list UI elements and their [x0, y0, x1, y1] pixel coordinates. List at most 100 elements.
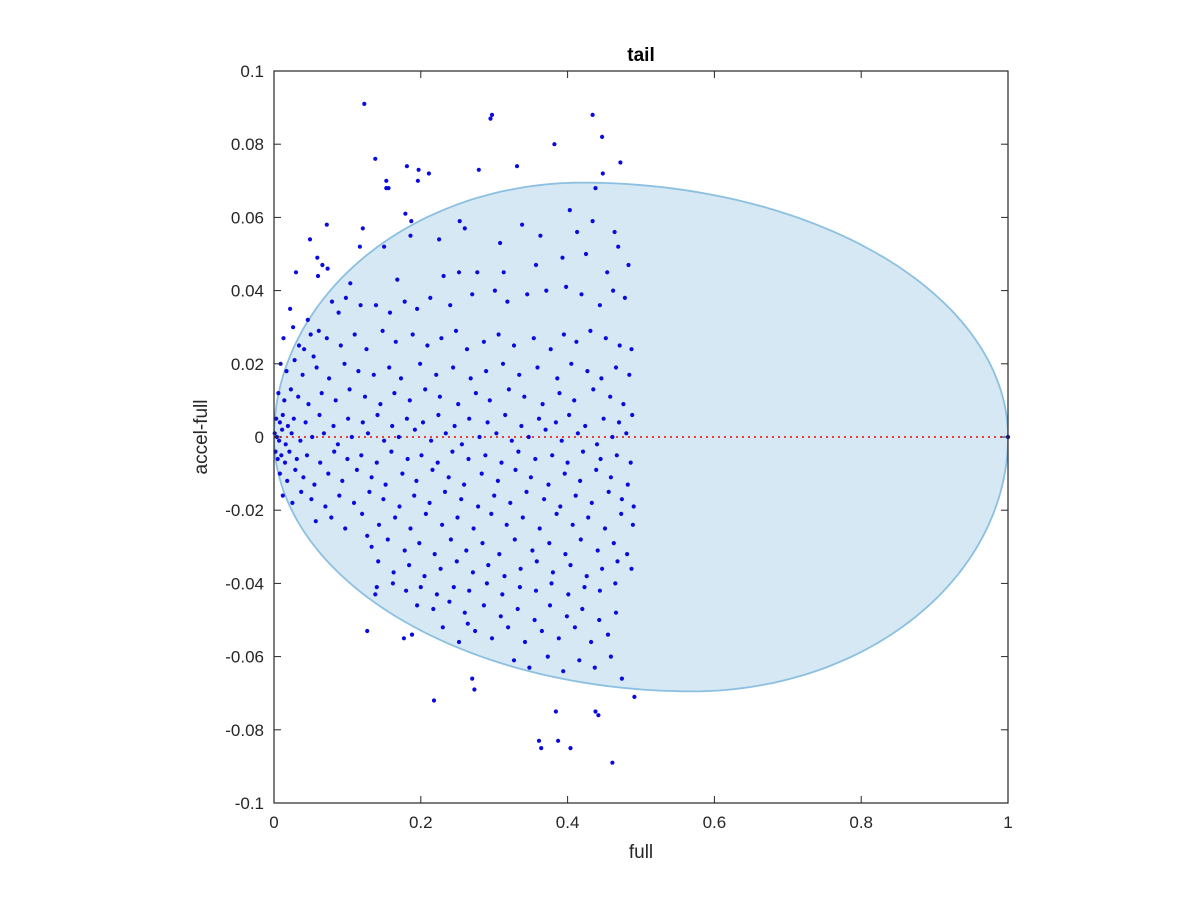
- data-point: [281, 336, 286, 341]
- data-point: [408, 233, 413, 238]
- data-point: [616, 244, 621, 249]
- data-point: [423, 387, 428, 392]
- data-point: [625, 482, 630, 487]
- data-point: [629, 347, 634, 352]
- data-point: [451, 585, 456, 590]
- data-point: [599, 376, 604, 381]
- data-point: [629, 566, 634, 571]
- data-point: [470, 570, 475, 575]
- data-point: [293, 467, 298, 472]
- data-point: [489, 112, 495, 117]
- y-tick-label: 0.04: [231, 282, 264, 301]
- data-point: [276, 391, 281, 396]
- data-point: [468, 376, 473, 381]
- data-point: [520, 222, 525, 227]
- data-point: [325, 266, 330, 271]
- data-point: [373, 156, 378, 161]
- data-point: [423, 511, 428, 516]
- data-point: [300, 372, 305, 377]
- data-point: [579, 292, 584, 297]
- data-point: [470, 292, 475, 297]
- x-tick-label: 0: [269, 813, 278, 832]
- data-point: [495, 478, 500, 483]
- data-point: [380, 328, 385, 333]
- data-point: [590, 219, 595, 224]
- data-point: [303, 420, 308, 425]
- data-point: [418, 361, 423, 366]
- data-point: [517, 585, 523, 590]
- data-point: [484, 369, 489, 374]
- y-tick-label: -0.1: [235, 794, 264, 813]
- data-point: [600, 134, 605, 139]
- data-point: [288, 306, 293, 311]
- data-point: [403, 211, 408, 216]
- data-point: [296, 343, 302, 348]
- data-point: [603, 336, 608, 341]
- data-point: [470, 676, 475, 681]
- data-point: [560, 255, 565, 260]
- data-point: [549, 581, 554, 586]
- data-point: [376, 559, 381, 564]
- data-point: [565, 460, 570, 465]
- data-point: [393, 515, 398, 520]
- data-point: [613, 581, 618, 586]
- data-point: [324, 336, 329, 341]
- data-point: [619, 497, 625, 502]
- data-point: [384, 186, 389, 191]
- data-point: [544, 288, 549, 293]
- y-tick-label: 0.06: [231, 208, 264, 227]
- data-point: [532, 617, 537, 623]
- y-axis-label: accel-full: [191, 400, 212, 475]
- data-point: [357, 244, 362, 249]
- data-point: [564, 284, 569, 289]
- data-point: [498, 240, 503, 246]
- data-point: [456, 402, 461, 407]
- data-point: [496, 332, 501, 337]
- data-point: [396, 434, 401, 440]
- data-point: [373, 303, 379, 308]
- data-point: [512, 537, 517, 542]
- data-point: [277, 420, 282, 425]
- data-point: [420, 420, 426, 425]
- data-point: [373, 592, 378, 597]
- data-point: [492, 288, 497, 293]
- data-point: [556, 738, 561, 743]
- data-point: [539, 628, 545, 634]
- data-point: [307, 237, 313, 242]
- data-point: [567, 208, 572, 213]
- data-point: [384, 178, 389, 183]
- data-point: [505, 299, 510, 304]
- data-point: [519, 423, 524, 429]
- data-point: [526, 434, 531, 440]
- data-point: [611, 288, 616, 293]
- data-point: [331, 423, 336, 429]
- data-point: [321, 431, 326, 436]
- y-tick-label: 0.02: [231, 355, 264, 374]
- data-point: [511, 343, 517, 348]
- data-point: [405, 456, 410, 462]
- data-point: [464, 548, 469, 553]
- data-point: [381, 497, 386, 502]
- data-point: [580, 606, 585, 612]
- data-point: [402, 548, 407, 553]
- data-point: [282, 398, 287, 403]
- data-point: [450, 449, 455, 454]
- data-point: [376, 522, 382, 527]
- data-point: [569, 361, 574, 366]
- data-point: [293, 270, 299, 275]
- data-point: [593, 186, 598, 191]
- data-point: [317, 412, 322, 418]
- data-point: [472, 687, 477, 692]
- data-point: [434, 372, 439, 377]
- data-point: [586, 515, 591, 520]
- data-point: [440, 522, 445, 527]
- data-point: [467, 588, 472, 593]
- data-point: [306, 402, 311, 407]
- data-point: [528, 475, 534, 480]
- data-point: [533, 262, 539, 268]
- data-point: [467, 416, 472, 421]
- data-point: [320, 262, 325, 268]
- data-point: [409, 219, 414, 224]
- data-point: [522, 639, 528, 645]
- data-point: [310, 434, 315, 440]
